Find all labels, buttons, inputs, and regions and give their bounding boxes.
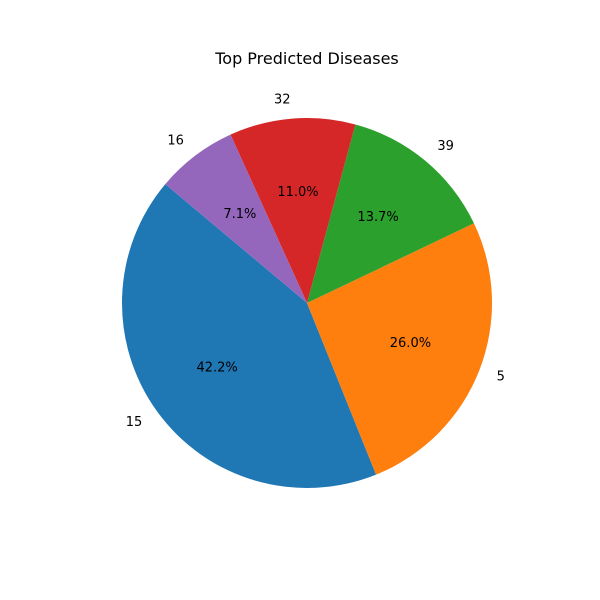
slice-label-39: 39 (437, 139, 454, 154)
slice-label-16: 16 (167, 133, 184, 148)
slice-pct-label-39: 13.7% (357, 210, 398, 225)
slice-pct-label-32: 11.0% (277, 185, 318, 200)
pie-slice-39 (307, 124, 474, 303)
pie-slice-5 (307, 223, 493, 475)
slice-label-5: 5 (497, 369, 505, 384)
pie-slice-16 (165, 134, 307, 303)
slice-pct-label-5: 26.0% (390, 336, 431, 351)
pie-labels: 15 42.2% 5 26.0% 39 13.7% 32 11.0% 16 7.1% (126, 93, 505, 430)
slice-pct-label-16: 7.1% (223, 207, 256, 222)
slice-label-32: 32 (274, 93, 291, 108)
pie-slice-15 (121, 184, 377, 488)
slice-label-15: 15 (126, 415, 143, 430)
pie-slices (121, 118, 493, 488)
slice-pct-label-15: 42.2% (196, 361, 237, 376)
chart-title: Top Predicted Diseases (214, 49, 399, 68)
pie-slice-32 (230, 118, 356, 303)
